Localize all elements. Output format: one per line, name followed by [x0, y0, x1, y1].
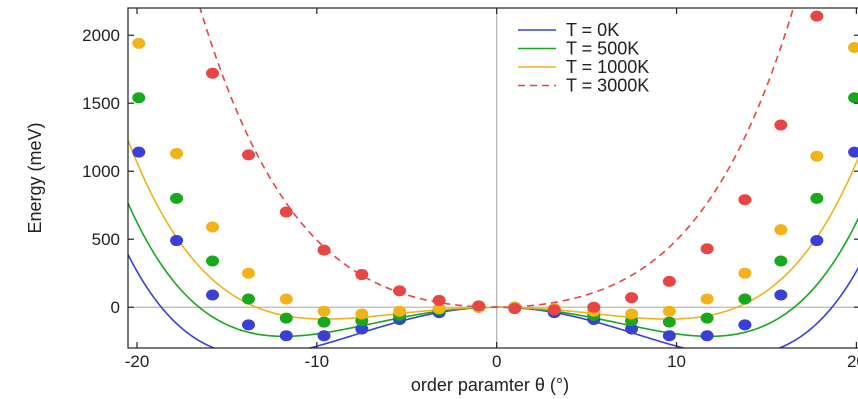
data-point [206, 67, 220, 79]
x-tick-label: 20 [847, 352, 858, 371]
data-point [810, 10, 824, 22]
data-point [170, 148, 184, 160]
data-point [738, 319, 752, 331]
data-point [170, 192, 184, 204]
data-point [279, 330, 293, 342]
data-point [810, 150, 824, 162]
data-point [242, 149, 256, 161]
data-point [547, 304, 561, 316]
data-point [508, 303, 522, 315]
series-line [199, 8, 795, 308]
y-tick-label: 2000 [82, 26, 120, 45]
data-point [206, 289, 220, 301]
y-tick-label: 500 [92, 230, 120, 249]
data-point [242, 293, 256, 305]
data-point [662, 305, 676, 317]
legend-label: T = 3000K [566, 76, 649, 96]
data-point [355, 323, 369, 335]
data-point [587, 301, 601, 313]
data-point [355, 308, 369, 320]
data-point [662, 275, 676, 287]
legend-label: T = 0K [566, 20, 619, 40]
data-point [662, 330, 676, 342]
fit-curves [128, 8, 858, 348]
x-tick-label: 10 [667, 352, 686, 371]
data-point [317, 305, 331, 317]
data-point [774, 255, 788, 267]
data-point [848, 41, 858, 53]
data-point [393, 305, 407, 317]
data-point [738, 267, 752, 279]
data-point [700, 330, 714, 342]
data-point [170, 235, 184, 247]
data-point [472, 300, 486, 312]
data-point [317, 330, 331, 342]
data-point [738, 293, 752, 305]
x-axis-ticks: -20 -10 0 10 20 [125, 8, 858, 371]
data-point [132, 146, 146, 158]
x-axis-label: order paramter θ (°) [411, 375, 569, 395]
data-point [432, 294, 446, 306]
y-tick-label: 1500 [82, 94, 120, 113]
data-point [700, 293, 714, 305]
x-tick-label: -20 [125, 352, 150, 371]
data-point [355, 269, 369, 281]
plot-frame [127, 7, 858, 349]
data-point [242, 267, 256, 279]
data-point [625, 323, 639, 335]
data-point [279, 293, 293, 305]
x-tick-label: 0 [492, 352, 501, 371]
data-point [317, 244, 331, 256]
y-tick-label: 1000 [82, 162, 120, 181]
data-points [132, 10, 858, 342]
data-point [848, 92, 858, 104]
data-point [662, 316, 676, 328]
y-tick-label: 0 [111, 298, 120, 317]
data-point [774, 119, 788, 131]
y-axis-ticks: 0 500 1000 1500 2000 [82, 26, 858, 317]
data-point [810, 235, 824, 247]
data-point [432, 303, 446, 315]
legend-label: T = 1000K [566, 57, 649, 77]
data-point [317, 316, 331, 328]
legend-label: T = 500K [566, 39, 639, 59]
data-point [738, 194, 752, 206]
data-point [279, 312, 293, 324]
y-axis-label: Energy (meV) [25, 122, 45, 233]
data-point [242, 319, 256, 331]
data-point [774, 224, 788, 236]
data-point [810, 192, 824, 204]
data-point [700, 312, 714, 324]
series-line [128, 139, 858, 320]
data-point [625, 308, 639, 320]
data-point [625, 292, 639, 304]
data-point [206, 255, 220, 267]
x-tick-label: -10 [305, 352, 330, 371]
data-point [393, 285, 407, 297]
data-point [774, 289, 788, 301]
data-point [279, 206, 293, 218]
data-point [700, 243, 714, 255]
data-point [206, 221, 220, 233]
data-point [132, 92, 146, 104]
data-point [132, 37, 146, 49]
data-point [848, 146, 858, 158]
